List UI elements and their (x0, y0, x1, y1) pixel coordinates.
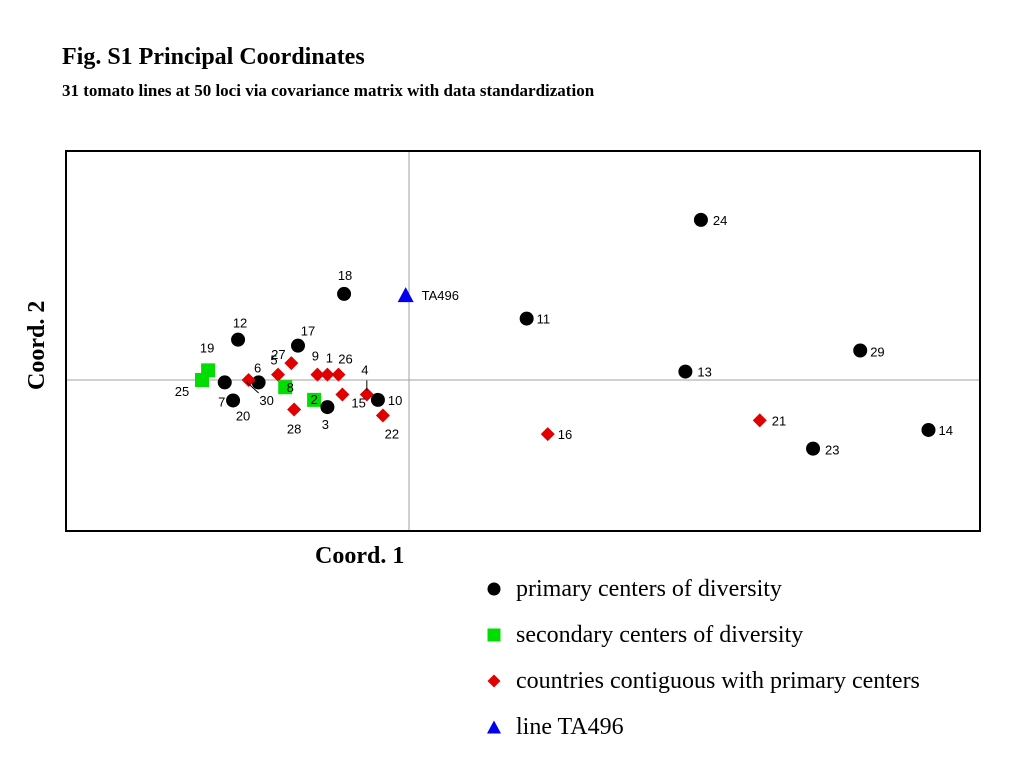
y-axis-label: Coord. 2 (24, 300, 50, 390)
point-label-4: 4 (361, 362, 368, 377)
point-label-11: 11 (537, 312, 551, 327)
data-point-2 (307, 392, 322, 407)
data-point-1 (320, 367, 335, 382)
legend-label-line: line TA496 (516, 713, 624, 740)
point-label-16: 16 (558, 427, 572, 442)
point-label-14: 14 (938, 423, 952, 438)
data-point-8 (278, 380, 293, 395)
data-point-18 (337, 286, 352, 301)
data-point-3 (320, 400, 335, 415)
data-point-28 (287, 402, 302, 417)
legend-label-secondary: secondary centers of diversity (516, 621, 804, 648)
point-label-2: 2 (310, 392, 317, 407)
point-label-18: 18 (338, 268, 352, 283)
data-point-15 (335, 387, 350, 402)
point-label-28: 28 (287, 421, 301, 436)
legend-label-primary: primary centers of diversity (516, 575, 782, 602)
point-label-5: 5 (270, 353, 277, 368)
data-point-11 (519, 311, 534, 326)
data-point-14 (921, 422, 936, 437)
plot-frame (65, 150, 981, 532)
data-point-30 (241, 373, 256, 387)
data-point-29 (853, 343, 868, 358)
point-label-7: 7 (218, 394, 225, 409)
data-point-25 (194, 373, 209, 387)
point-label-3: 3 (322, 417, 329, 432)
data-point-13 (678, 364, 693, 379)
data-point-5 (271, 367, 286, 382)
data-point-21 (752, 413, 767, 428)
point-label-10: 10 (388, 393, 402, 408)
data-point-7 (217, 375, 232, 390)
point-label-8: 8 (287, 380, 294, 395)
data-point-12 (231, 332, 246, 347)
point-label-19: 19 (200, 340, 214, 355)
circle-marker-icon (482, 577, 506, 601)
point-label-17: 17 (301, 324, 315, 339)
legend-item-contiguous: countries contiguous with primary center… (482, 658, 920, 704)
data-point-20 (226, 393, 241, 408)
data-point-9 (310, 367, 325, 382)
diamond-marker-icon (482, 669, 506, 693)
legend-label-contiguous: countries contiguous with primary center… (516, 667, 920, 694)
point-label-27: 27 (271, 347, 285, 362)
data-point-17 (291, 338, 305, 353)
point-label-ta496: TA496 (422, 288, 459, 303)
point-label-26: 26 (338, 352, 352, 367)
chart-subtitle: 31 tomato lines at 50 loci via covarianc… (62, 81, 595, 100)
data-point-27 (284, 356, 299, 371)
point-label-23: 23 (825, 443, 839, 458)
point-label-1: 1 (326, 351, 333, 366)
x-axis-label: Coord. 1 (315, 543, 405, 569)
point-label-30: 30 (259, 393, 273, 408)
point-label-25: 25 (175, 384, 189, 399)
point-label-12: 12 (233, 316, 247, 331)
data-point-22 (375, 408, 390, 423)
chart-title: Fig. S1 Principal Coordinates (62, 44, 365, 70)
point-label-24: 24 (713, 213, 727, 228)
data-point-ta496 (397, 287, 414, 303)
point-label-21: 21 (772, 413, 786, 428)
data-point-26 (331, 367, 346, 382)
data-point-24 (693, 212, 708, 227)
data-point-6 (251, 375, 266, 390)
legend-item-primary: primary centers of diversity (482, 566, 920, 612)
legend-item-line: line TA496 (482, 704, 920, 750)
square-marker-icon (482, 623, 506, 647)
point-label-20: 20 (236, 408, 250, 423)
legend: primary centers of diversity secondary c… (482, 566, 920, 750)
data-point-23 (806, 441, 821, 456)
data-point-4 (359, 387, 374, 402)
data-point-16 (540, 427, 555, 442)
point-label-13: 13 (697, 365, 711, 380)
point-label-9: 9 (312, 349, 319, 364)
leader-line-30 (246, 381, 259, 394)
point-label-15: 15 (351, 395, 365, 410)
point-label-29: 29 (870, 345, 884, 360)
legend-item-secondary: secondary centers of diversity (482, 612, 920, 658)
data-point-10 (370, 392, 385, 407)
triangle-marker-icon (482, 715, 506, 739)
point-label-6: 6 (254, 360, 261, 375)
point-label-22: 22 (385, 427, 399, 442)
